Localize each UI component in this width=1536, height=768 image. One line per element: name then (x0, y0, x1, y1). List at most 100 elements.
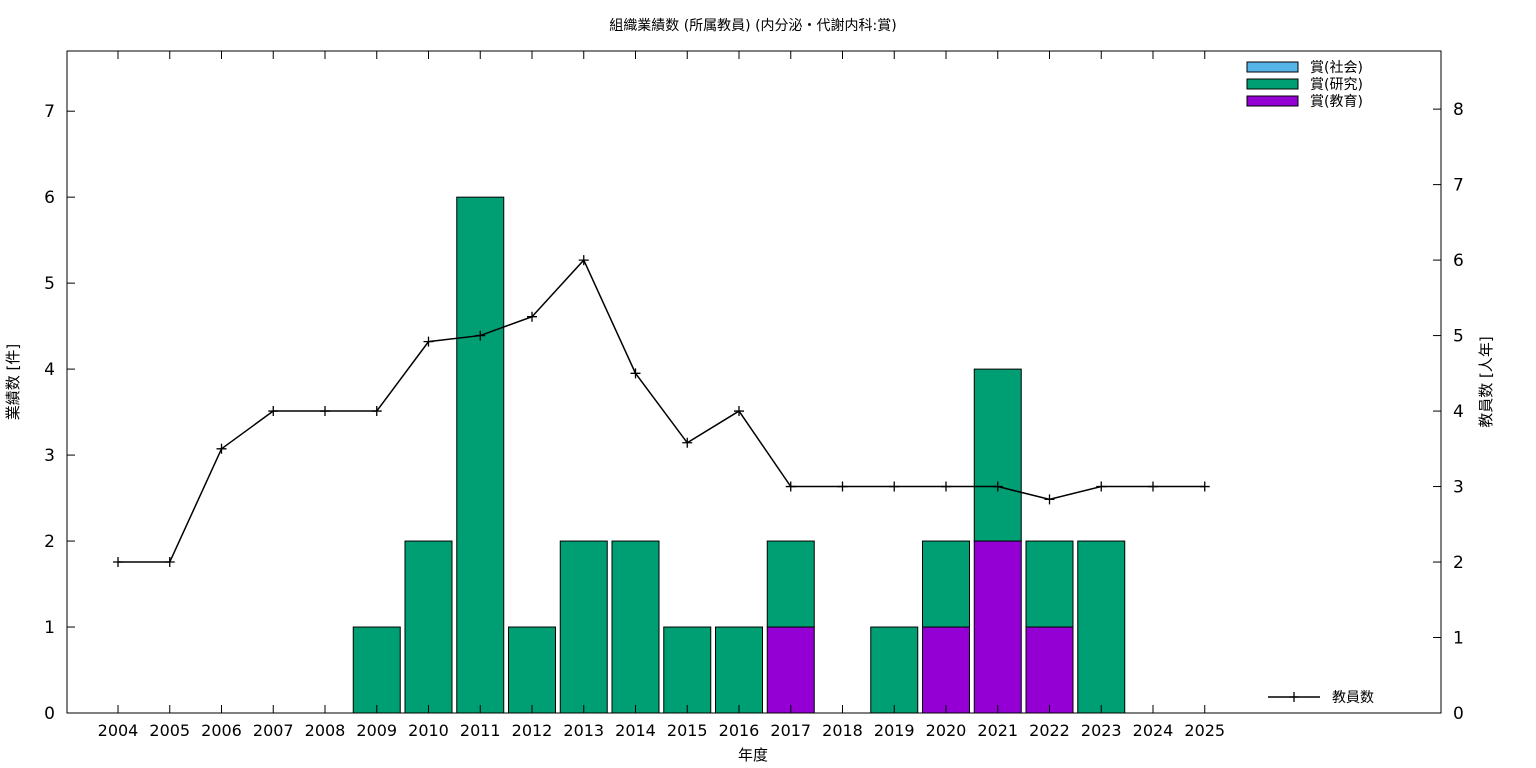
left-axis: 0 1 2 3 4 5 6 7 (44, 102, 75, 724)
x-tick-label: 2018 (822, 721, 863, 740)
legend-label: 賞(社会) (1310, 60, 1363, 76)
x-axis-label: 年度 (738, 746, 768, 764)
y-tick-label: 1 (44, 618, 55, 638)
x-tick-label: 2015 (667, 721, 708, 740)
legend-label: 賞(研究) (1310, 77, 1363, 93)
line-point-2010 (423, 336, 434, 347)
line-point-2013 (578, 255, 589, 266)
line-point-2015 (682, 437, 693, 448)
right-axis: 0 1 2 3 4 5 6 7 8 (1433, 100, 1464, 724)
y2-tick-label: 5 (1453, 327, 1464, 347)
y-tick-label: 2 (44, 532, 55, 552)
legend: 賞(社会)賞(研究)賞(教育) (1246, 60, 1363, 110)
bar-2011-賞(研究) (456, 196, 505, 714)
line-layer (113, 255, 1210, 568)
x-tick-label: 2014 (615, 721, 656, 740)
x-tick-label: 2016 (719, 721, 760, 740)
line-point-2008 (320, 406, 330, 417)
line-point-2012 (527, 311, 537, 322)
x-tick-label: 2007 (253, 721, 294, 740)
x-tick-label: 2023 (1081, 721, 1122, 740)
y2-tick-label: 8 (1453, 100, 1464, 120)
line-point-2005 (164, 557, 175, 568)
bar-2010-賞(研究) (404, 540, 453, 714)
line-point-2020 (941, 481, 951, 492)
legend-swatch (1246, 95, 1299, 107)
line-point-2021 (992, 481, 1003, 492)
x-tick-label: 2019 (874, 721, 915, 740)
chart-title: 組織業績数 (所属教員) (内分泌・代謝内科:賞) (609, 18, 896, 34)
legend-line-marker (1289, 692, 1299, 702)
y2-tick-label: 6 (1453, 251, 1464, 271)
bar-2014-賞(研究) (611, 540, 660, 714)
x-tick-label: 2022 (1029, 721, 1070, 740)
x-tick-label: 2017 (770, 721, 811, 740)
plot-frame (66, 50, 1442, 714)
bar-2020-賞(研究) (922, 540, 970, 628)
bar-2022-賞(研究) (1025, 540, 1074, 628)
x-tick-label: 2024 (1133, 721, 1174, 740)
y2-tick-label: 3 (1453, 478, 1464, 498)
y2-axis-label: 教員数 [人年] (1477, 336, 1495, 427)
bar-2017-賞(教育) (766, 626, 815, 714)
x-tick-label: 2012 (512, 721, 553, 740)
x-tick-label: 2025 (1184, 721, 1225, 740)
line-point-2016 (734, 406, 744, 417)
x-tick-label: 2004 (98, 721, 139, 740)
y-tick-label: 7 (44, 102, 55, 122)
bar-2019-賞(研究) (870, 626, 919, 714)
x-tick-label: 2020 (926, 721, 967, 740)
bar-2022-賞(教育) (1025, 626, 1074, 714)
y2-tick-label: 1 (1453, 629, 1464, 649)
line-point-2025 (1199, 481, 1210, 492)
y2-tick-label: 0 (1453, 704, 1464, 724)
y-axis-label: 業績数 [件] (4, 344, 22, 420)
y-tick-label: 6 (44, 188, 55, 208)
bar-2016-賞(研究) (715, 626, 763, 714)
y-tick-label: 5 (44, 274, 55, 294)
line-series-faculty (118, 258, 1205, 563)
legend-swatch (1246, 78, 1299, 90)
bars-layer (352, 196, 1126, 714)
y2-tick-label: 7 (1453, 176, 1464, 196)
x-tick-label: 2021 (977, 721, 1018, 740)
legend-swatch (1246, 61, 1299, 73)
bar-2021-賞(教育) (973, 540, 1022, 714)
bar-2020-賞(教育) (922, 626, 970, 714)
line-point-2014 (630, 368, 641, 379)
line-point-2024 (1148, 481, 1158, 492)
line-point-2007 (268, 406, 279, 417)
x-tick-label: 2013 (563, 721, 604, 740)
y2-tick-label: 2 (1453, 553, 1464, 573)
line-point-2022 (1044, 494, 1055, 505)
line-legend: 教員数 (1268, 690, 1374, 706)
x-tick-label: 2009 (356, 721, 397, 740)
legend-label: 賞(教育) (1310, 94, 1363, 110)
line-point-2006 (216, 443, 227, 454)
line-point-2004 (113, 557, 123, 568)
y-tick-label: 0 (44, 704, 55, 724)
x-axis: 2004 2005 2006 2007 2008 2009 2010 2011 2012 2013… (98, 51, 1225, 740)
bar-2017-賞(研究) (766, 540, 815, 628)
line-point-2019 (889, 481, 900, 492)
x-tick-label: 2010 (408, 721, 449, 740)
y-tick-label: 4 (44, 360, 55, 380)
bar-2012-賞(研究) (508, 626, 556, 714)
line-point-2023 (1096, 481, 1107, 492)
line-point-2018 (837, 481, 848, 492)
x-tick-label: 2006 (201, 721, 242, 740)
x-tick-label: 2005 (149, 721, 190, 740)
line-point-2017 (785, 481, 796, 492)
y2-tick-label: 4 (1453, 402, 1464, 422)
bar-2023-賞(研究) (1077, 540, 1126, 714)
bar-2015-賞(研究) (663, 626, 712, 714)
x-tick-label: 2011 (460, 721, 501, 740)
legend-line-label: 教員数 (1332, 690, 1374, 706)
line-point-2009 (371, 406, 382, 417)
bar-2009-賞(研究) (352, 626, 401, 714)
line-point-2011 (475, 330, 486, 341)
x-tick-label: 2008 (305, 721, 346, 740)
bar-2021-賞(研究) (973, 368, 1022, 542)
bar-2013-賞(研究) (559, 540, 608, 714)
